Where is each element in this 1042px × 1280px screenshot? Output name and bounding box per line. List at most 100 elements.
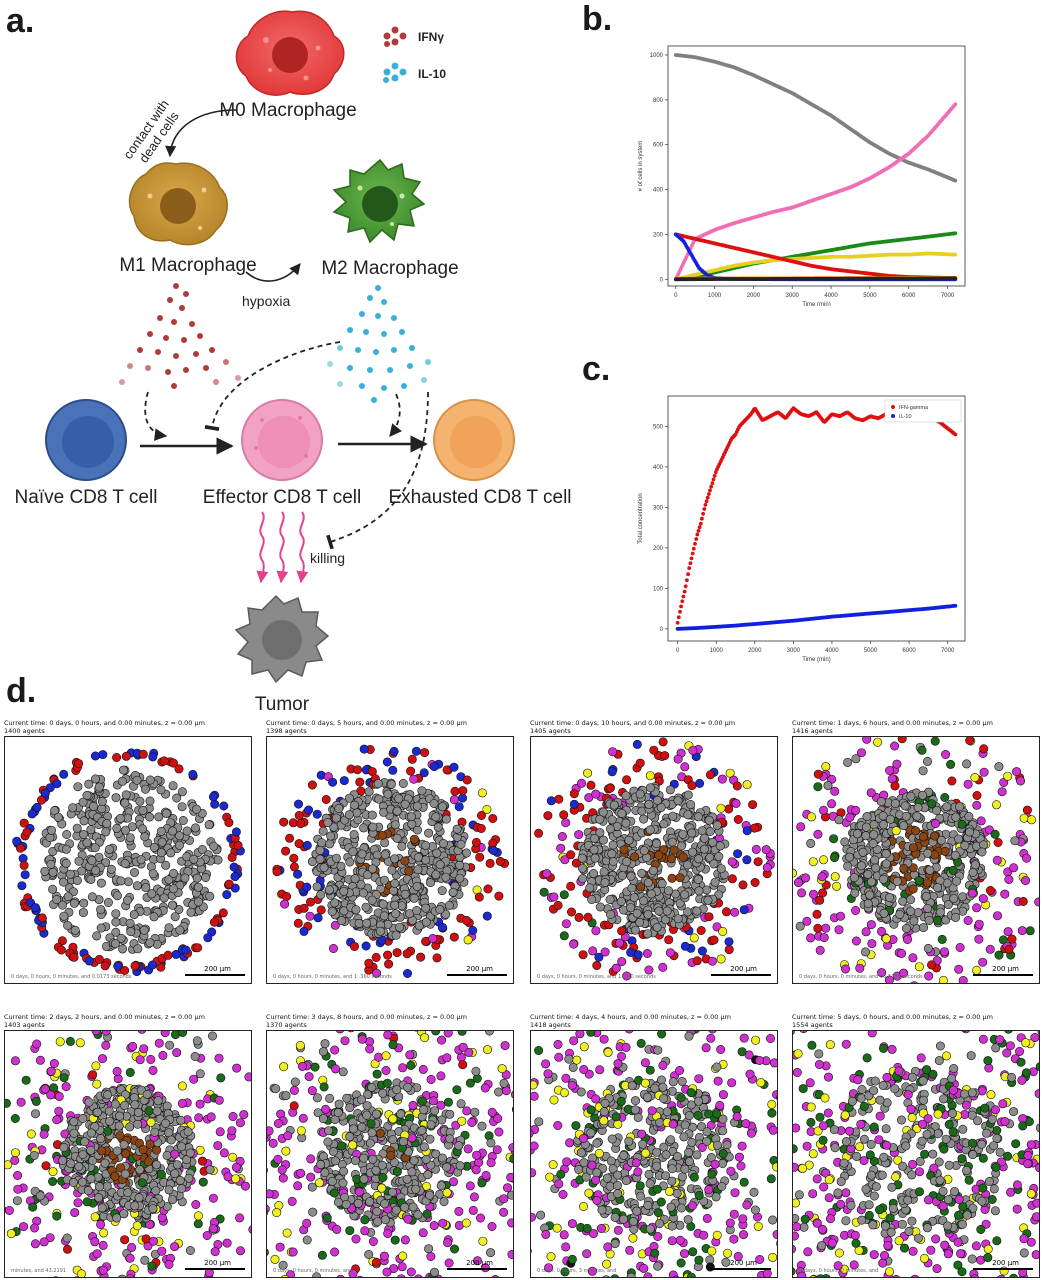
cell-agent (598, 835, 608, 845)
cell-agent (156, 826, 166, 836)
ifng-legend-label: IFNγ (418, 30, 444, 44)
cell-agent (678, 829, 688, 839)
cell-agent (937, 934, 947, 944)
cell-agent (626, 903, 636, 913)
cell-agent (617, 871, 627, 881)
cell-agent (955, 943, 965, 953)
cell-agent (391, 909, 401, 919)
cell-agent (617, 926, 627, 936)
cell-agent (680, 890, 690, 900)
legend-marker (891, 414, 895, 418)
cell-agent (636, 882, 646, 892)
cell-agent (985, 944, 995, 954)
cell-agent (818, 805, 828, 815)
cell-agent (673, 914, 683, 924)
data-point (687, 566, 692, 570)
cell-agent (130, 868, 140, 878)
cell-agent (753, 857, 763, 867)
sim-time: Current time: 0 days, 5 hours, and 0.00 … (266, 719, 467, 727)
cell-agent (307, 780, 317, 790)
cell-agent (678, 852, 688, 862)
il10-inhibit-arrow (204, 341, 341, 431)
cell-agent (116, 813, 126, 823)
cell-agent (358, 888, 368, 898)
cell-agent (830, 872, 840, 882)
cell-agent (970, 772, 980, 782)
cell-agent (592, 961, 602, 971)
cell-agent (561, 919, 571, 929)
cell-agent (145, 938, 155, 948)
data-point (697, 525, 702, 530)
data-point (682, 589, 687, 594)
x-tick-label: 4000 (824, 293, 838, 299)
cell-agent (100, 961, 110, 971)
sim-time: Current time: 1 days, 6 hours, and 0.00 … (792, 719, 993, 727)
cell-agent (416, 952, 426, 962)
cell-agent (823, 781, 833, 791)
cell-agent (337, 916, 347, 926)
cell-agent (367, 895, 377, 905)
cell-agent (130, 961, 140, 971)
cell-agent (557, 832, 567, 842)
data-point (711, 477, 716, 482)
cell-agent (166, 848, 176, 858)
cell-agent (639, 896, 649, 906)
cell-count-chart: 0 1000 2000 3000 4000 5000 6000 700002004006008… (638, 45, 966, 306)
cell-agent (201, 873, 211, 883)
cell-agent (177, 787, 187, 797)
cell-agent (881, 934, 891, 944)
cell-agent (611, 963, 621, 973)
series-0 (675, 402, 958, 625)
cell-agent (344, 810, 354, 820)
cell-agent (209, 841, 219, 851)
cell-agent (205, 891, 215, 901)
cell-agent (390, 900, 400, 910)
cell-agent (345, 793, 355, 803)
cell-agent (662, 906, 672, 916)
effector-t-cell (241, 399, 323, 481)
cell-agent (52, 895, 62, 905)
cell-agent (1017, 926, 1027, 936)
cell-agent (388, 765, 398, 775)
cell-agent (554, 794, 564, 804)
cell-agent (174, 764, 184, 774)
cell-agent (1022, 853, 1032, 863)
cell-agent (22, 827, 32, 837)
cell-agent (644, 799, 654, 809)
panel-label-b: b. (582, 0, 613, 38)
cell-agent (400, 856, 410, 866)
cell-agent (669, 845, 679, 855)
cell-agent (97, 796, 107, 806)
cell-agent (646, 783, 656, 793)
cell-agent (330, 920, 340, 930)
cell-agent (304, 805, 314, 815)
cell-agent (616, 897, 626, 907)
cell-agent (632, 739, 642, 749)
m0-label: M0 Macrophage (219, 100, 356, 121)
cell-agent (359, 823, 369, 833)
cell-agent (897, 737, 907, 744)
cell-agent (867, 939, 877, 949)
cell-agent (163, 950, 173, 960)
cell-agent (687, 781, 697, 791)
cell-agent (230, 872, 240, 882)
cell-agent (899, 968, 909, 978)
killing-label: killing (310, 550, 345, 566)
cell-agent (299, 926, 309, 936)
cell-agent (578, 950, 588, 960)
cell-agent (138, 824, 148, 834)
panel-label-a: a. (6, 2, 35, 40)
cell-agent (958, 976, 968, 983)
cell-agent (619, 845, 629, 855)
cell-agent (598, 807, 608, 817)
cell-agent (639, 814, 649, 824)
cell-agent (693, 812, 703, 822)
cell-agent (101, 827, 111, 837)
cell-agent (637, 868, 647, 878)
cell-agent (74, 856, 84, 866)
data-point (681, 594, 686, 599)
cell-agent (890, 741, 900, 751)
cell-agent (855, 963, 865, 973)
cell-agent (808, 857, 818, 867)
cell-agent (793, 868, 797, 878)
